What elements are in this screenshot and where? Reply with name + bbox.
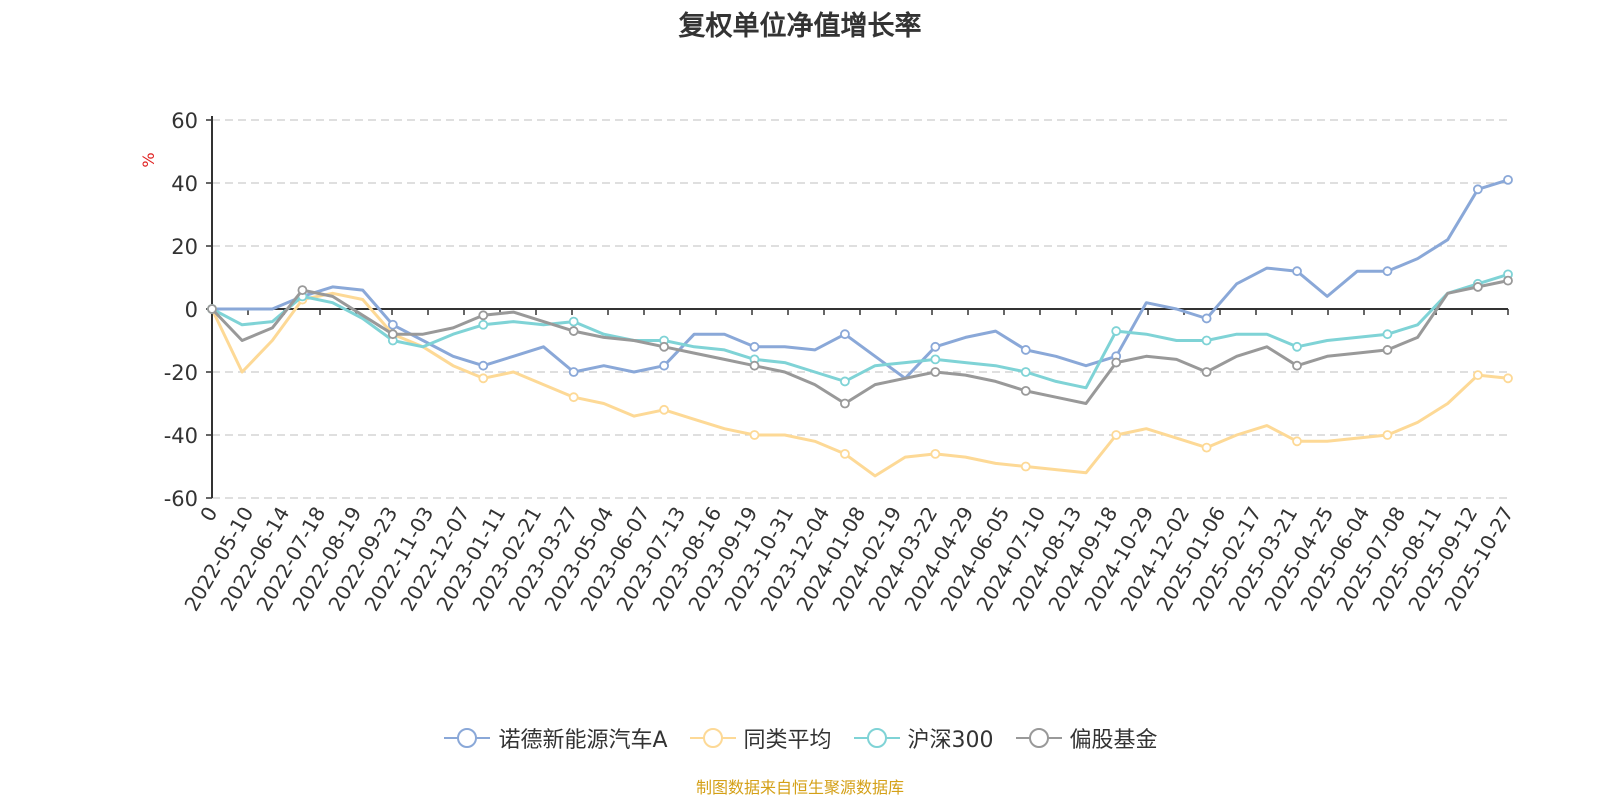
data-point — [1472, 184, 1483, 195]
y-axis-unit: % — [139, 152, 158, 167]
data-point — [930, 367, 941, 377]
data-point — [659, 341, 669, 352]
data-point — [840, 376, 850, 387]
series-line — [211, 272, 1509, 390]
data-point — [478, 360, 489, 371]
data-point — [1503, 373, 1513, 384]
data-point — [1020, 367, 1031, 377]
series-1 — [207, 174, 1513, 380]
legend-label: 偏股基金 — [1069, 728, 1158, 753]
data-point — [659, 360, 669, 371]
data-point — [1472, 370, 1483, 381]
y-tick-label: -60 — [164, 487, 198, 511]
data-point — [297, 285, 308, 296]
data-point — [1292, 360, 1302, 371]
data-point — [1503, 275, 1513, 286]
legend-label: 沪深300 — [907, 728, 994, 753]
chart-title: 复权单位净值增长率 — [678, 11, 922, 42]
data-point — [1382, 430, 1393, 440]
y-tick-label: -40 — [164, 424, 198, 448]
data-point — [478, 319, 489, 330]
data-point — [1292, 436, 1302, 447]
data-point — [1111, 357, 1122, 368]
x-tick-label: 0 — [195, 503, 222, 526]
data-point — [1292, 341, 1302, 352]
data-point — [1201, 313, 1212, 324]
data-point — [840, 448, 850, 459]
data-point — [749, 341, 760, 352]
data-point — [478, 310, 489, 321]
data-source-note: 制图数据来自恒生聚源数据库 — [695, 778, 904, 797]
data-point — [568, 316, 579, 327]
data-point — [387, 329, 398, 340]
data-point — [930, 354, 941, 365]
y-tick-label: 40 — [171, 172, 198, 196]
series-lines — [207, 174, 1513, 478]
legend-marker-icon — [1015, 728, 1062, 748]
y-tick-label: 60 — [171, 109, 198, 133]
legend-marker-icon — [444, 728, 491, 748]
data-point — [207, 304, 217, 314]
data-point — [1503, 174, 1513, 185]
data-point — [840, 329, 850, 340]
y-tick-label: -20 — [164, 361, 198, 385]
data-point — [387, 319, 398, 330]
data-point — [1201, 442, 1212, 453]
data-point — [930, 448, 941, 459]
data-point — [749, 430, 760, 440]
data-point — [840, 398, 850, 409]
data-point — [1201, 367, 1212, 377]
data-point — [1472, 282, 1483, 292]
axes: 6040200-20-40-6002022-05-102022-06-14202… — [164, 109, 1519, 615]
legend-item[interactable]: 偏股基金 — [1014, 722, 1158, 754]
y-tick-label: 0 — [185, 298, 198, 322]
series-line — [210, 291, 1509, 478]
data-point — [1382, 266, 1393, 277]
legend-item[interactable]: 诺德新能源汽车A — [442, 722, 668, 754]
legend-marker-icon — [853, 728, 900, 748]
data-point — [568, 326, 579, 336]
data-point — [749, 360, 760, 371]
data-point — [659, 404, 669, 415]
legend-item[interactable]: 同类平均 — [688, 722, 832, 754]
data-point — [1382, 345, 1393, 355]
data-point — [1111, 430, 1122, 440]
legend-label: 诺德新能源汽车A — [498, 728, 668, 753]
legend-item[interactable]: 沪深300 — [852, 722, 994, 754]
data-point — [1020, 345, 1031, 355]
y-tick-label: 20 — [171, 235, 198, 259]
data-point — [568, 392, 579, 403]
data-point — [1020, 385, 1031, 396]
series-line — [212, 178, 1509, 380]
data-point — [1201, 335, 1212, 346]
legend-label: 同类平均 — [743, 728, 832, 753]
data-point — [1020, 461, 1031, 472]
legend: 诺德新能源汽车A 同类平均 沪深300 偏股基金 — [0, 722, 1600, 754]
data-point — [1292, 266, 1302, 277]
data-point — [568, 367, 579, 377]
series-line — [210, 279, 1509, 405]
data-point — [478, 373, 489, 384]
data-point — [1382, 329, 1393, 340]
data-point — [1111, 326, 1122, 336]
grid-lines — [212, 119, 1508, 499]
series-3 — [207, 269, 1513, 390]
data-point — [930, 341, 941, 352]
series-4 — [207, 275, 1513, 409]
series-2 — [207, 291, 1513, 478]
legend-marker-icon — [689, 728, 736, 748]
